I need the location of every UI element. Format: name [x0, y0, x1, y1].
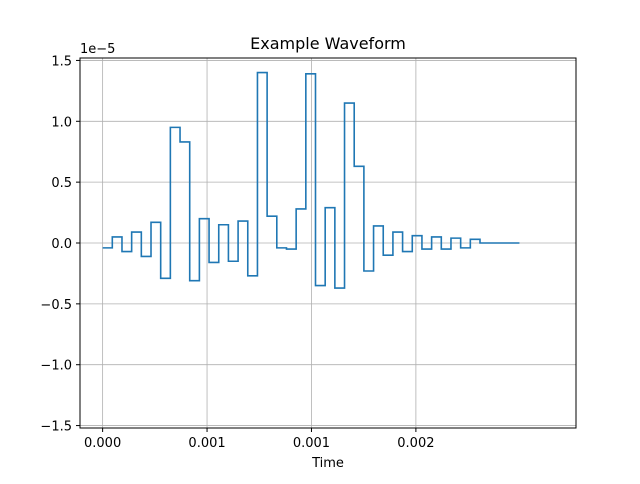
x-tick-label: 0.000: [84, 436, 121, 451]
y-tick-label: −1.0: [40, 359, 72, 374]
y-tick-label: −1.5: [40, 420, 72, 435]
y-tick-label: 1.5: [51, 54, 72, 69]
y-offset-label: 1e−5: [80, 42, 115, 57]
y-tick-label: 1.0: [51, 115, 72, 130]
x-tick-label: 0.001: [293, 436, 330, 451]
chart-title: Example Waveform: [250, 34, 406, 53]
x-tick-label: 0.002: [397, 436, 434, 451]
grid-lines: [80, 58, 576, 428]
ticks: 0.000 0.001 0.001 0.002 1.5 1.0 0.5 0.0 −0.5 −1.0…: [40, 54, 434, 451]
x-tick-label: 0.001: [188, 436, 225, 451]
x-axis-label: Time: [311, 456, 344, 471]
waveform-line: [102, 71, 520, 289]
series-layer: [102, 71, 520, 289]
y-tick-label: 0.0: [51, 237, 72, 252]
y-tick-label: −0.5: [40, 298, 72, 313]
y-tick-label: 0.5: [51, 176, 72, 191]
